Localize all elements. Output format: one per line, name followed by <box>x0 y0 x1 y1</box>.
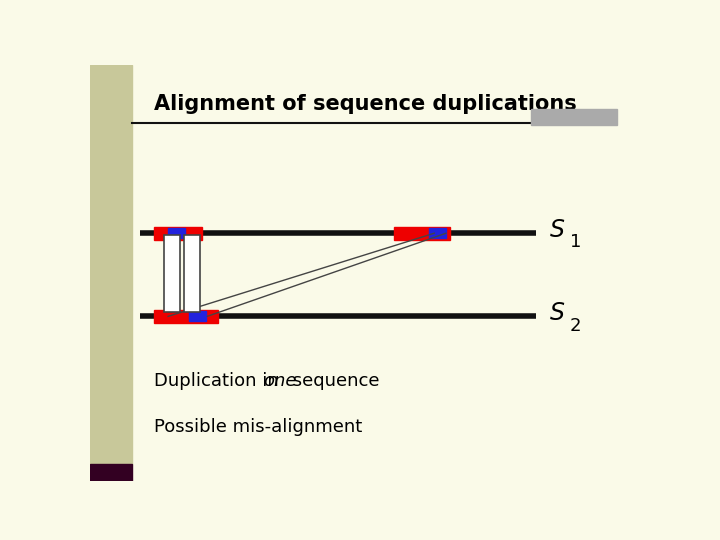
Bar <box>189 312 206 321</box>
Text: S: S <box>550 218 565 242</box>
Bar <box>163 235 181 312</box>
Bar <box>90 464 132 481</box>
Text: Alignment of sequence duplications: Alignment of sequence duplications <box>154 94 577 114</box>
Text: one: one <box>263 372 297 390</box>
Text: sequence: sequence <box>287 372 379 390</box>
Text: Possible mis-alignment: Possible mis-alignment <box>154 417 362 436</box>
Bar <box>90 65 132 464</box>
Bar <box>394 227 450 240</box>
Text: Duplication in: Duplication in <box>154 372 284 390</box>
Bar <box>531 109 617 125</box>
Bar <box>429 228 446 238</box>
Bar <box>168 228 185 238</box>
Bar <box>154 310 218 323</box>
Text: S: S <box>550 301 565 325</box>
Bar <box>154 227 202 240</box>
Bar <box>184 235 200 312</box>
Text: 2: 2 <box>570 316 581 334</box>
Text: 1: 1 <box>570 233 581 251</box>
